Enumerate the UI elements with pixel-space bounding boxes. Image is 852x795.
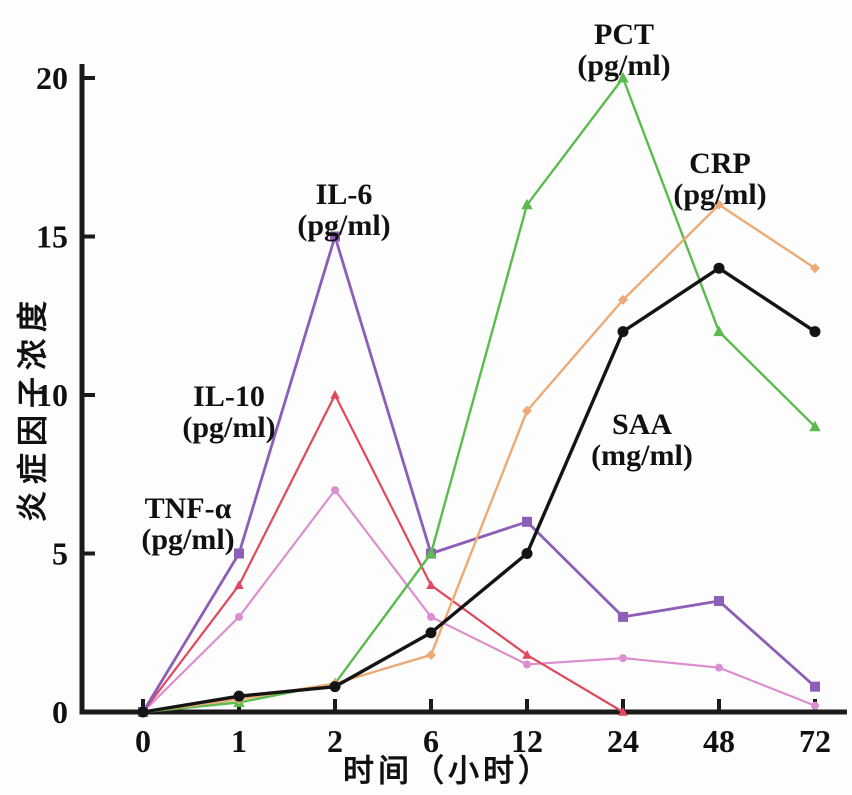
series-marker-il-6 <box>714 596 724 607</box>
series-marker-saa <box>617 326 629 338</box>
series-marker-tnf <box>427 612 435 621</box>
series-marker-il-10 <box>618 707 628 716</box>
x-tick-label-12: 12 <box>511 723 543 759</box>
series-label-il-6: IL-6 (pg/ml) <box>297 178 391 242</box>
series-marker-tnf <box>331 486 339 495</box>
series-marker-tnf <box>235 612 243 621</box>
series-marker-crp <box>618 294 628 305</box>
x-tick-label-1: 1 <box>231 723 247 759</box>
series-marker-il-10 <box>522 649 532 659</box>
series-line-pct <box>141 76 817 714</box>
series-marker-il-10 <box>330 390 340 399</box>
y-tick-label-15: 15 <box>36 219 68 255</box>
series-marker-saa <box>233 690 245 702</box>
x-axis-title: 时间（小时） <box>343 753 553 789</box>
series-marker-il-10 <box>234 580 244 589</box>
series-line-il-10 <box>141 393 625 714</box>
series-marker-crp <box>426 649 436 660</box>
series-marker-il-6 <box>618 611 628 622</box>
series-marker-saa <box>137 706 149 718</box>
series-marker-il-6 <box>810 681 820 692</box>
series-marker-crp <box>522 405 532 416</box>
series-marker-tnf <box>619 654 627 663</box>
series-line-saa <box>141 266 817 714</box>
series-marker-saa <box>809 326 821 338</box>
series-marker-saa <box>713 262 725 274</box>
x-tick-label-2: 2 <box>327 723 343 759</box>
series-marker-il-6 <box>330 231 340 242</box>
series-label-pct: PCT (pg/ml) <box>577 18 671 82</box>
series-marker-pct <box>521 198 533 210</box>
series-marker-il-10 <box>426 580 436 589</box>
series-marker-pct <box>809 420 821 432</box>
series-marker-il-6 <box>522 516 532 527</box>
series-marker-saa <box>425 627 437 639</box>
y-tick-label-5: 5 <box>52 536 68 572</box>
series-line-crp <box>141 203 817 714</box>
series-label-tnf: TNF-α (pg/ml) <box>141 492 235 556</box>
y-axis-title: 炎症因子浓度 <box>15 294 51 522</box>
series-marker-tnf <box>715 663 723 672</box>
series-marker-tnf <box>523 660 531 669</box>
series-label-il-10: IL-10 (pg/ml) <box>182 380 276 444</box>
x-tick-label-24: 24 <box>607 723 639 759</box>
series-line-tnf <box>141 489 817 714</box>
series-label-crp: CRP (pg/ml) <box>673 147 767 211</box>
series-marker-crp <box>714 199 724 210</box>
series-line-il-6 <box>141 235 817 714</box>
y-tick-label-10: 10 <box>36 377 68 413</box>
x-tick-label-6: 6 <box>423 723 439 759</box>
y-tick-label-0: 0 <box>52 694 68 730</box>
series-marker-saa <box>329 681 341 693</box>
x-tick-label-0: 0 <box>135 723 151 759</box>
series-marker-pct <box>425 547 437 558</box>
series-marker-pct <box>617 72 629 83</box>
series-label-saa: SAA (mg/ml) <box>591 408 693 472</box>
x-tick-label-48: 48 <box>703 723 735 759</box>
y-tick-label-20: 20 <box>36 60 68 96</box>
series-marker-il-6 <box>234 548 244 559</box>
series-marker-saa <box>521 548 533 559</box>
series-marker-crp <box>810 263 820 274</box>
series-marker-tnf <box>811 701 819 710</box>
series-marker-pct <box>713 325 725 337</box>
x-tick-label-72: 72 <box>799 723 831 759</box>
